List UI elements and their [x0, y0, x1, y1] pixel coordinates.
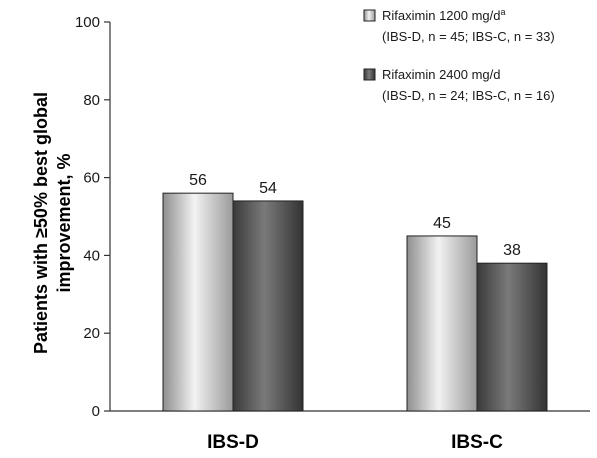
bar	[162, 192, 234, 412]
y-ticks: 0 20 40 60 80 100	[75, 14, 110, 420]
legend-swatch	[363, 9, 376, 22]
category-labels: IBS-D IBS-C	[207, 432, 503, 453]
category-label: IBS-D	[207, 432, 259, 453]
bar	[406, 235, 478, 412]
y-tick-label: 0	[92, 403, 100, 420]
legend-label: Rifaximin 1200 mg/da	[382, 7, 506, 23]
bar-value-label: 45	[433, 215, 451, 232]
category-label: IBS-C	[451, 432, 503, 453]
legend-label: Rifaximin 2400 mg/d	[382, 67, 501, 82]
legend: Rifaximin 1200 mg/da (IBS-D, n = 45; IBS-…	[363, 7, 555, 103]
bars: 56 54 45 38	[162, 172, 548, 412]
legend-swatch	[363, 68, 376, 81]
bar	[232, 200, 304, 412]
y-tick-label: 20	[83, 325, 100, 342]
y-tick-label: 40	[83, 247, 100, 264]
y-axis-title: Patients with ≥50% best global improveme…	[31, 92, 74, 354]
y-axis-title-line2: improvement, %	[54, 153, 74, 292]
y-tick-label: 80	[83, 92, 100, 109]
y-axis-title-line1: Patients with ≥50% best global	[31, 92, 51, 354]
bar-value-label: 54	[259, 180, 277, 197]
legend-label-detail: (IBS-D, n = 24; IBS-C, n = 16)	[382, 88, 555, 103]
bar	[476, 262, 548, 412]
y-tick-label: 100	[75, 14, 100, 31]
y-tick-label: 60	[83, 170, 100, 187]
legend-label-detail: (IBS-D, n = 45; IBS-C, n = 33)	[382, 29, 555, 44]
bar-value-label: 56	[189, 172, 207, 189]
bar-value-label: 38	[503, 242, 521, 259]
